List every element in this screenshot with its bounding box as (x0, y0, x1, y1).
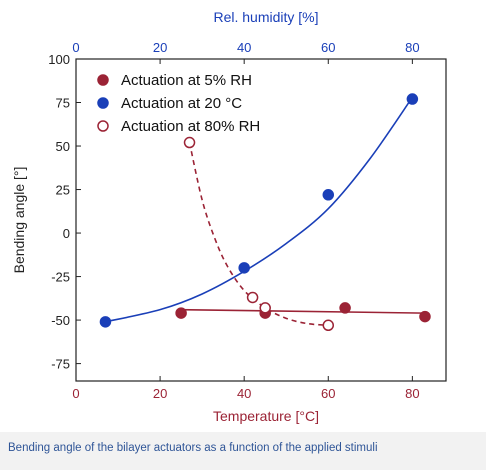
caption-band (0, 432, 486, 470)
legend-label-series-0: Actuation at 5% RH (121, 72, 252, 89)
legend-marker-series-0 (97, 74, 109, 86)
data-point-series-0 (339, 302, 351, 314)
x2-tick-label: 80 (405, 40, 419, 55)
data-point-series-1 (238, 262, 250, 274)
legend-label-series-1: Actuation at 20 °C (121, 95, 242, 112)
x-tick-label: 60 (321, 386, 335, 401)
y-tick-label: -75 (51, 357, 70, 372)
bending-angle-chart: 0 20 40 60 80 0 20 40 60 80 100 75 50 25 0 -25 -50 -75 Tem… (11, 9, 447, 424)
data-point-series-2 (183, 136, 196, 149)
y-tick-label: 25 (56, 183, 70, 198)
data-point-series-2 (259, 302, 271, 314)
x2-tick-label: 0 (72, 40, 79, 55)
plot-frame (75, 58, 447, 382)
x2-tick-label: 20 (153, 40, 167, 55)
fit-line-series-2 (188, 142, 329, 327)
legend-marker-series-1 (97, 97, 109, 109)
x-tick-label: 40 (237, 386, 251, 401)
data-point-series-1 (99, 316, 112, 328)
x2-tick-label: 40 (237, 40, 251, 55)
x-tick-label: 80 (405, 386, 419, 401)
data-point-series-0 (175, 307, 187, 319)
y-tick-label: 100 (48, 52, 70, 67)
data-point-series-2 (246, 291, 259, 304)
x2-tick-label: 60 (321, 40, 335, 55)
y-tick-label: 75 (56, 96, 70, 111)
x-tick-label: 0 (72, 386, 79, 401)
fit-line-series-0 (181, 308, 425, 314)
y-axis-title: Bending angle [°] (11, 167, 27, 274)
x-tick-label: 20 (153, 386, 167, 401)
legend-label-series-2: Actuation at 80% RH (121, 118, 260, 135)
data-point-series-0 (419, 310, 431, 323)
data-point-series-2 (322, 319, 335, 332)
data-point-series-1 (322, 189, 335, 201)
y-tick-label: 0 (63, 226, 70, 241)
data-point-series-1 (406, 93, 419, 105)
x2-axis-title: Rel. humidity [%] (213, 9, 318, 25)
x-axis-title: Temperature [°C] (213, 408, 319, 424)
legend-marker-series-2 (97, 120, 109, 132)
y-tick-label: 50 (56, 139, 70, 154)
figure-caption: Bending angle of the bilayer actuators a… (8, 442, 378, 454)
y-tick-label: -50 (51, 313, 70, 328)
fit-line-series-1 (105, 96, 414, 323)
y-tick-label: -25 (51, 270, 70, 285)
